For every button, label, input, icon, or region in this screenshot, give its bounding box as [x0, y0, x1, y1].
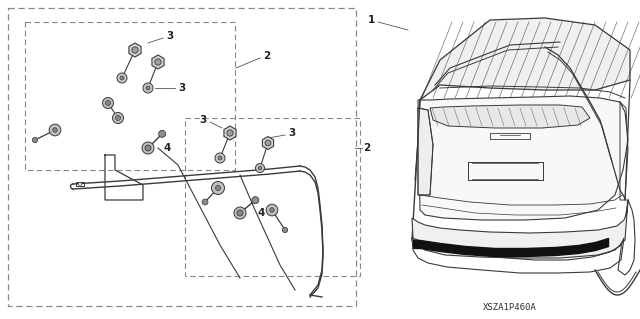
Polygon shape — [420, 18, 630, 100]
Polygon shape — [152, 55, 164, 69]
Circle shape — [227, 130, 233, 136]
Circle shape — [117, 73, 127, 83]
Text: XSZA1P460A: XSZA1P460A — [483, 303, 537, 313]
Circle shape — [255, 164, 264, 173]
Text: 3: 3 — [288, 128, 295, 138]
Polygon shape — [418, 96, 628, 220]
Circle shape — [202, 199, 208, 205]
Polygon shape — [412, 200, 628, 258]
Circle shape — [234, 207, 246, 219]
Text: 2: 2 — [263, 51, 270, 61]
Circle shape — [32, 137, 38, 143]
Text: 4: 4 — [258, 208, 266, 218]
Bar — [8, 8, 356, 306]
Circle shape — [218, 156, 222, 160]
Circle shape — [216, 186, 221, 190]
Circle shape — [120, 76, 124, 80]
Polygon shape — [418, 108, 433, 195]
Circle shape — [49, 124, 61, 136]
Circle shape — [258, 166, 262, 170]
Circle shape — [159, 130, 166, 137]
Text: 1: 1 — [368, 15, 375, 25]
Text: 4: 4 — [163, 143, 170, 153]
Circle shape — [237, 210, 243, 216]
Bar — [25, 22, 235, 170]
Bar — [185, 118, 360, 276]
Circle shape — [52, 128, 57, 132]
Text: 3: 3 — [178, 83, 185, 93]
Circle shape — [146, 86, 150, 90]
Polygon shape — [430, 105, 590, 128]
Text: 3: 3 — [166, 31, 173, 41]
Circle shape — [269, 208, 275, 212]
Circle shape — [211, 182, 225, 195]
Circle shape — [265, 140, 271, 146]
Circle shape — [142, 142, 154, 154]
Circle shape — [132, 47, 138, 53]
Circle shape — [115, 115, 120, 121]
Polygon shape — [262, 137, 274, 150]
Text: 2: 2 — [363, 143, 371, 153]
Circle shape — [282, 227, 288, 233]
Circle shape — [79, 182, 81, 186]
Polygon shape — [224, 126, 236, 140]
Polygon shape — [129, 43, 141, 57]
Circle shape — [155, 59, 161, 65]
Circle shape — [266, 204, 278, 216]
Circle shape — [113, 113, 124, 123]
Text: 3: 3 — [200, 115, 207, 125]
Circle shape — [143, 83, 153, 93]
Circle shape — [106, 100, 111, 106]
Circle shape — [252, 197, 259, 204]
Circle shape — [102, 98, 113, 108]
Circle shape — [145, 145, 151, 151]
Circle shape — [215, 153, 225, 163]
